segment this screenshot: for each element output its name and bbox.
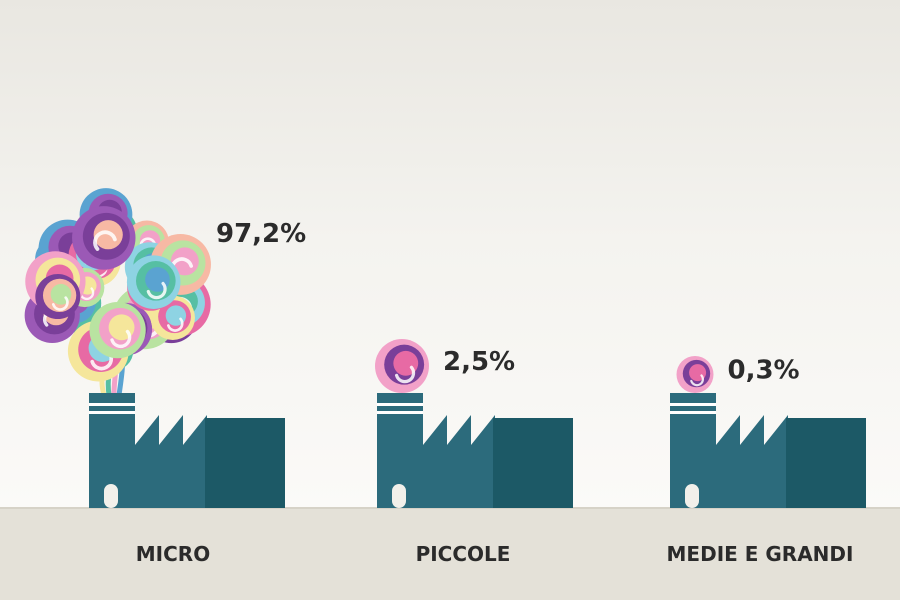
ground-strip bbox=[0, 508, 900, 600]
swirl bbox=[35, 274, 81, 320]
value-label-3: 0,3% bbox=[728, 356, 800, 386]
factory-group-1: 97,2% MICRO bbox=[24, 188, 306, 566]
value-label-1: 97,2% bbox=[216, 219, 306, 249]
category-label-1: MICRO bbox=[136, 542, 210, 566]
factory-2 bbox=[377, 393, 573, 508]
category-label-3: MEDIE E GRANDI bbox=[667, 542, 854, 566]
category-label-2: PICCOLE bbox=[416, 542, 511, 566]
factory-group-3: 0,3% MEDIE E GRANDI bbox=[667, 356, 866, 566]
swirl bbox=[89, 301, 146, 359]
factory-group-2: 2,5% PICCOLE bbox=[375, 339, 573, 566]
smoke-cloud-2 bbox=[375, 339, 429, 393]
factory-3 bbox=[670, 393, 866, 508]
smoke-cloud-3 bbox=[676, 356, 714, 393]
swirl bbox=[72, 206, 136, 270]
value-label-2: 2,5% bbox=[443, 347, 515, 377]
swirl bbox=[676, 356, 714, 393]
swirl bbox=[126, 255, 181, 309]
smoke-cloud-1 bbox=[24, 188, 211, 398]
plot-area: 97,2% MICRO 2,5% PICCOLE 0,3% MEDIE E GRANDI bbox=[24, 188, 866, 566]
swirl bbox=[150, 295, 195, 340]
swirl bbox=[375, 339, 429, 393]
factory-1 bbox=[89, 393, 285, 508]
